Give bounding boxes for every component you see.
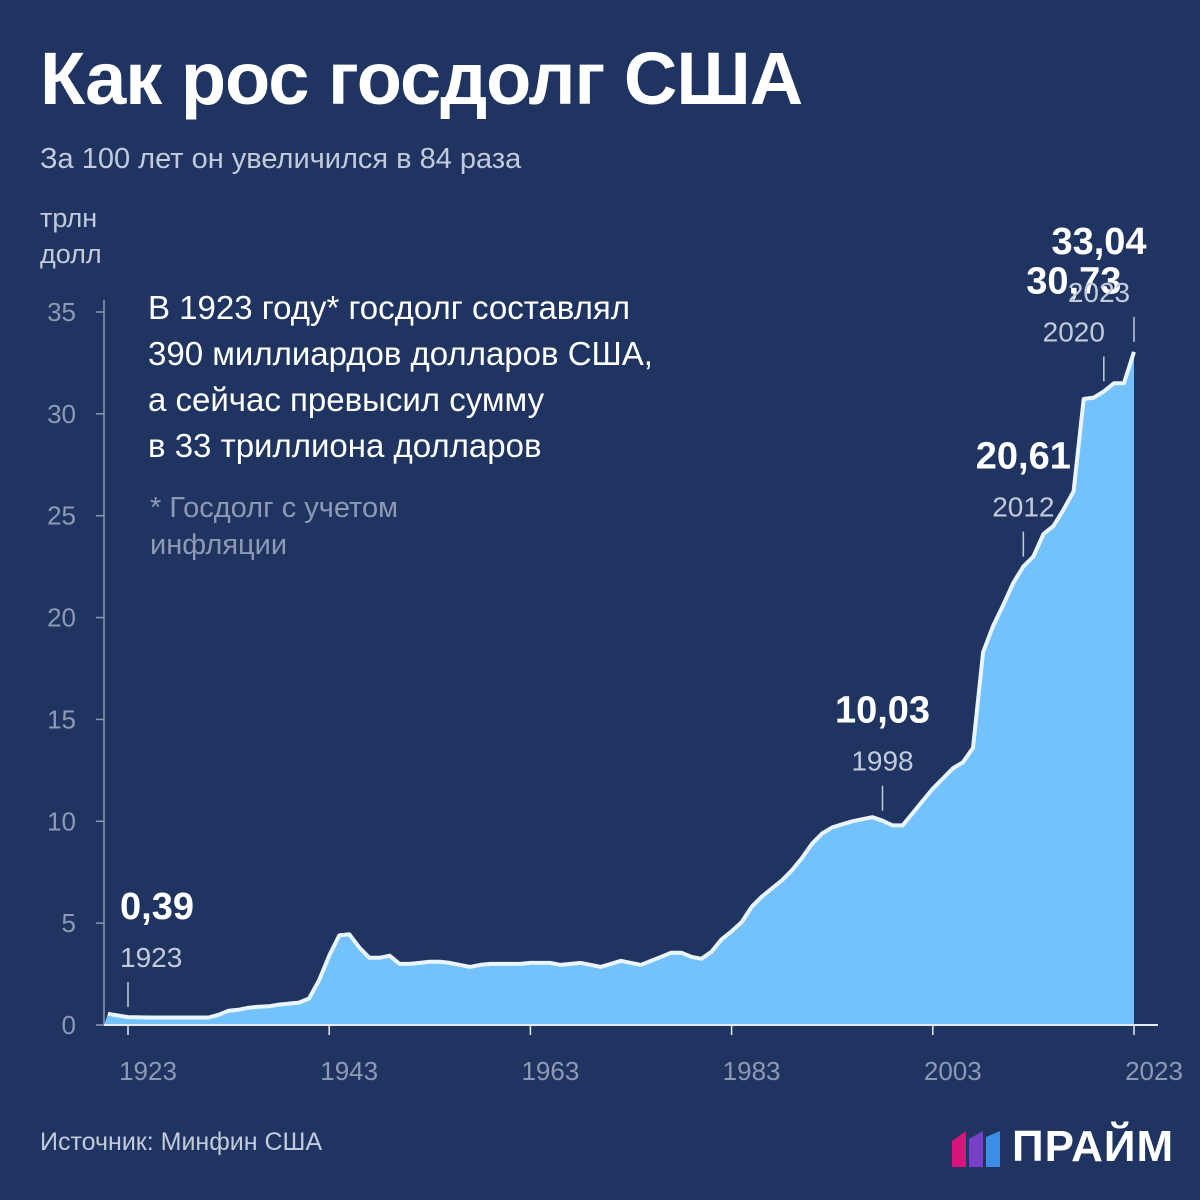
y-axis-unit-line-2: долл: [40, 239, 102, 269]
callout-year-label: 2020: [1043, 316, 1105, 347]
series-line: [107, 351, 1136, 1020]
callout-year-label: 2023: [1068, 277, 1130, 308]
x-tick-label: 1983: [723, 1056, 781, 1086]
y-tick-label: 10: [47, 806, 76, 836]
page-subtitle: За 100 лет он увеличился в 84 раза: [40, 143, 522, 175]
chart-annotation: В 1923 году* госдолг составлял 390 милли…: [148, 285, 653, 469]
x-tick-label: 2003: [924, 1056, 982, 1086]
callout-value-label: 30,73: [1026, 260, 1121, 302]
y-axis-unit-line-1: трлн: [40, 203, 98, 233]
callout-year-label: 1998: [851, 746, 913, 777]
x-tick-label: 2023: [1125, 1056, 1183, 1086]
prime-logo: ПРАЙМ: [952, 1122, 1174, 1172]
callout-value-label: 20,61: [976, 436, 1071, 478]
footnote-line-2: инфляции: [150, 529, 288, 561]
callout-value-label: 33,04: [1051, 221, 1146, 263]
y-tick-label: 30: [47, 399, 76, 429]
y-tick-label: 25: [47, 501, 76, 531]
y-tick-label: 20: [47, 603, 76, 633]
prime-logo-text: ПРАЙМ: [1012, 1122, 1175, 1171]
y-tick-label: 15: [47, 704, 76, 734]
annotation-line: а сейчас превысил сумму: [148, 381, 545, 418]
callout-value-label: 10,03: [835, 690, 930, 732]
annotation-line: в 33 триллиона долларов: [148, 427, 542, 464]
footnote: * Госдолг с учетом инфляции: [150, 490, 398, 564]
x-tick-label: 1943: [320, 1056, 378, 1086]
y-tick-label: 0: [62, 1010, 76, 1040]
source-note: Источник: Минфин США: [40, 1128, 323, 1156]
x-tick-label: 1923: [119, 1056, 177, 1086]
area-fill: [104, 351, 1134, 1025]
y-tick-label: 35: [47, 297, 76, 327]
annotation-line: 390 миллиардов долларов США,: [148, 335, 653, 372]
prime-logo-icon: [952, 1131, 1000, 1167]
page-title: Как рос госдолг США: [40, 37, 803, 120]
x-tick-label: 1963: [521, 1056, 579, 1086]
footnote-line-1: * Госдолг с учетом: [150, 492, 399, 524]
y-tick-label: 5: [62, 908, 76, 938]
annotation-line: В 1923 году* госдолг составлял: [148, 289, 630, 326]
callout-year-label: 2012: [992, 492, 1054, 523]
y-axis-unit: трлн долл: [40, 200, 102, 272]
callout-year-label: 1923: [120, 942, 182, 973]
callout-value-label: 0,39: [120, 886, 194, 928]
